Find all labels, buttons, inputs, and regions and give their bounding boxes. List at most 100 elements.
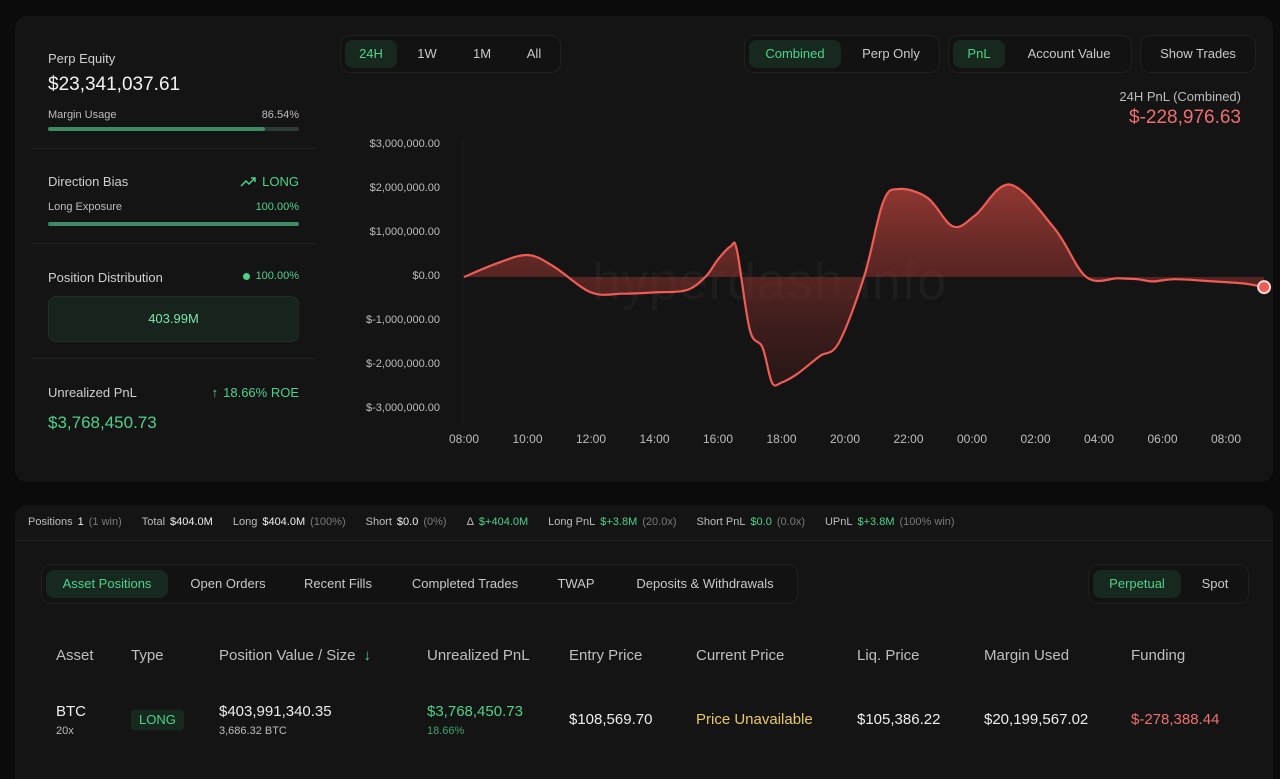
stat-short-pnl-value: $0.0: [750, 516, 772, 528]
cell-liq-price: $105,386.22: [857, 711, 941, 728]
show-trades-button[interactable]: Show Trades: [1160, 46, 1236, 61]
tab-combined[interactable]: Combined: [749, 40, 841, 68]
stat-long-pnl-label: Long PnL: [548, 516, 596, 528]
y-tick-label: $3,000,000.00: [369, 138, 440, 150]
cell-asset: BTC: [56, 703, 86, 720]
x-tick-label: 06:00: [1147, 432, 1178, 446]
tab-account-value[interactable]: Account Value: [1027, 46, 1111, 61]
col-position-value[interactable]: Position Value / Size ↓: [219, 647, 371, 664]
stat-upnl-note: (100% win): [899, 516, 955, 528]
tab-1w[interactable]: 1W: [417, 46, 437, 61]
mode-tabs: Combined Perp Only: [744, 35, 940, 73]
x-tick-label: 00:00: [956, 432, 988, 446]
x-tick-label: 08:00: [1210, 432, 1242, 446]
tab-all[interactable]: All: [526, 46, 542, 61]
x-tick-label: 02:00: [1020, 432, 1051, 446]
col-current-price[interactable]: Current Price: [696, 647, 785, 664]
cell-unrealized-pct: 18.66%: [427, 725, 465, 737]
tab-24h[interactable]: 24H: [345, 40, 397, 68]
stat-positions-note: (1 win): [88, 516, 122, 528]
tab-perpetual[interactable]: Perpetual: [1093, 570, 1181, 598]
arrow-down-icon: ↓: [363, 647, 371, 664]
col-entry-price[interactable]: Entry Price: [569, 647, 643, 664]
show-trades-container: Show Trades: [1140, 35, 1256, 73]
stat-upnl-label: UPnL: [824, 516, 853, 528]
divider: [32, 243, 316, 244]
stat-short-note: (0%): [423, 516, 447, 528]
stat-short-label: Short: [365, 516, 392, 528]
market-tabs: Perpetual Spot: [1088, 564, 1249, 604]
tab-recent-fills[interactable]: Recent Fills: [304, 576, 372, 591]
cell-current-price: Price Unavailable: [696, 711, 813, 728]
x-tick-label: 14:00: [639, 432, 670, 446]
x-tick-label: 08:00: [448, 432, 480, 446]
stat-long-pnl-value: $+3.8M: [600, 516, 638, 528]
position-tabs: Asset Positions Open Orders Recent Fills…: [41, 564, 798, 604]
positions-panel: [15, 505, 1273, 779]
col-funding[interactable]: Funding: [1131, 647, 1186, 664]
perp-equity-value: $23,341,037.61: [48, 74, 181, 95]
margin-usage-label: Margin Usage: [48, 109, 117, 121]
y-tick-label: $0.00: [412, 270, 440, 282]
tab-deposits-withdrawals[interactable]: Deposits & Withdrawals: [636, 576, 774, 591]
type-badge: LONG: [131, 710, 184, 730]
unrealized-pnl-roe: 18.66% ROE: [223, 385, 299, 400]
stat-short-pnl-note: (0.0x): [776, 516, 805, 528]
stat-total-label: Total: [141, 516, 166, 528]
tab-1m[interactable]: 1M: [472, 46, 492, 61]
cell-position-value: $403,991,340.35: [219, 703, 332, 720]
long-exposure-value: 100.00%: [255, 201, 299, 213]
direction-bias-indicator: LONG: [240, 174, 299, 189]
stat-long-pnl-note: (20.0x): [642, 516, 677, 528]
dot-icon: [242, 272, 250, 280]
col-asset[interactable]: Asset: [56, 647, 94, 664]
tab-perp-only[interactable]: Perp Only: [862, 46, 920, 61]
tab-asset-positions[interactable]: Asset Positions: [46, 570, 168, 598]
stat-delta-value: $+404.0M: [478, 516, 529, 528]
stat-long-note: (100%): [310, 516, 346, 528]
margin-usage-bar-fill: [48, 127, 266, 131]
long-exposure-bar: [48, 222, 299, 226]
divider: [32, 358, 316, 359]
metric-tabs: PnL Account Value: [948, 35, 1132, 73]
cell-funding: $-278,388.44: [1131, 711, 1220, 728]
pnl-header-value: $-228,976.63: [1129, 107, 1241, 128]
tab-twap[interactable]: TWAP: [557, 576, 595, 591]
stats-bar: Positions 1 (1 win) Total $404.0M Long $…: [28, 516, 955, 528]
tab-completed-trades[interactable]: Completed Trades: [411, 576, 519, 591]
position-distribution-block[interactable]: 403.99M: [48, 296, 299, 342]
position-distribution-indicator: 100.00%: [242, 270, 299, 282]
arrow-up-icon: ↑: [211, 385, 219, 400]
unrealized-pnl-value: $3,768,450.73: [48, 413, 157, 432]
y-tick-label: $1,000,000.00: [369, 226, 440, 238]
col-unrealized-pnl[interactable]: Unrealized PnL: [427, 647, 530, 664]
stats-divider: [15, 540, 1273, 541]
stat-positions-value: 1: [77, 516, 84, 528]
cell-entry-price: $108,569.70: [569, 711, 653, 728]
stat-total-value: $404.0M: [170, 516, 213, 528]
y-tick-label: $-1,000,000.00: [365, 314, 440, 326]
tab-pnl[interactable]: PnL: [953, 40, 1005, 68]
position-distribution-value: 100.00%: [255, 270, 299, 282]
tab-open-orders[interactable]: Open Orders: [190, 576, 266, 591]
x-tick-label: 20:00: [829, 432, 861, 446]
long-exposure-label: Long Exposure: [48, 201, 122, 213]
unrealized-pnl-label: Unrealized PnL: [48, 385, 137, 400]
overview-panel: [15, 16, 1273, 482]
col-type[interactable]: Type: [131, 647, 164, 664]
col-margin-used[interactable]: Margin Used: [984, 647, 1070, 664]
x-tick-label: 04:00: [1083, 432, 1115, 446]
cell-unrealized-pnl: $3,768,450.73: [427, 703, 523, 720]
direction-bias-label: Direction Bias: [48, 174, 129, 189]
margin-usage-bar: [48, 127, 299, 131]
stat-long-label: Long: [232, 516, 258, 528]
cell-margin-used: $20,199,567.02: [984, 711, 1089, 728]
stat-positions-label: Positions: [28, 516, 73, 528]
tab-spot[interactable]: Spot: [1201, 576, 1229, 591]
stat-delta-label: Δ: [466, 516, 474, 528]
pnl-header-label: 24H PnL (Combined): [1119, 89, 1241, 104]
col-liq-price[interactable]: Liq. Price: [857, 647, 920, 664]
margin-usage-value: 86.54%: [261, 109, 299, 121]
stat-short-pnl-label: Short PnL: [696, 516, 746, 528]
x-tick-label: 18:00: [766, 432, 797, 446]
